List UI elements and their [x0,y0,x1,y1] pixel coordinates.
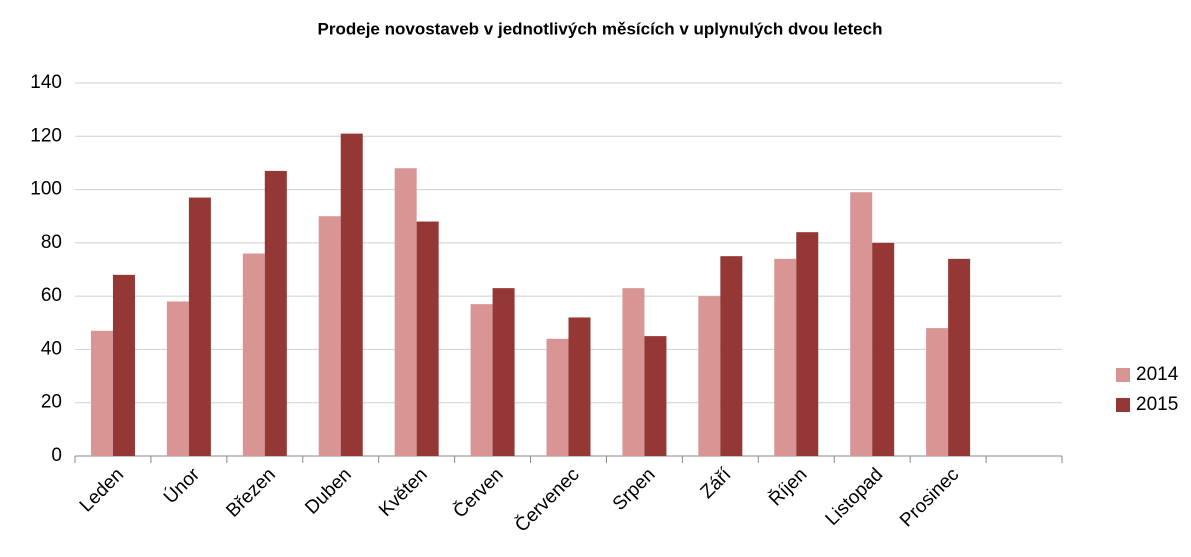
legend-swatch [1116,368,1130,382]
bar [796,232,819,456]
y-tick-label: 20 [41,392,62,413]
x-tick-label: Říjen [764,464,811,511]
y-tick-label: 0 [51,445,62,466]
bar [568,317,591,456]
y-tick-label: 80 [41,232,62,253]
x-tick-label: Srpen [609,464,660,515]
bar [112,274,135,456]
x-tick-label: Červen [449,464,508,523]
y-tick-label: 100 [30,179,62,200]
y-tick-label: 120 [30,125,62,146]
x-tick-label: Květen [375,464,432,521]
bar [318,216,341,456]
legend-label: 2015 [1136,394,1178,415]
bar [698,296,721,456]
bar [90,330,113,456]
bar [774,258,797,456]
bar [850,192,873,456]
chart-title: Prodeje novostaveb v jednotlivých měsící… [318,19,883,38]
y-tick-label: 40 [41,338,62,359]
bar [264,170,287,456]
bar [188,197,211,457]
bar [470,304,493,456]
bar [394,168,417,456]
x-tick-label: Leden [76,464,128,516]
bar [644,336,667,456]
bar [242,253,265,456]
bar [166,301,189,456]
legend-swatch [1116,398,1130,412]
bar [546,338,569,456]
x-tick-label: Červenec [511,464,584,537]
y-tick-label: 140 [30,72,62,93]
bar [622,288,645,456]
x-tick-label: Duben [301,464,355,518]
x-tick-label: Listopad [822,464,888,530]
x-tick-label: Březen [222,464,279,521]
bar [492,288,515,456]
bar [926,328,949,456]
y-tick-label: 60 [41,285,62,306]
x-tick-label: Prosinec [896,464,963,531]
bar [872,242,895,456]
bar [416,221,439,456]
x-tick-label: Září [697,464,736,503]
bar [948,258,971,456]
bar [340,133,363,456]
x-tick-label: Únor [159,463,204,508]
legend-label: 2014 [1136,364,1179,385]
bar [720,256,743,456]
